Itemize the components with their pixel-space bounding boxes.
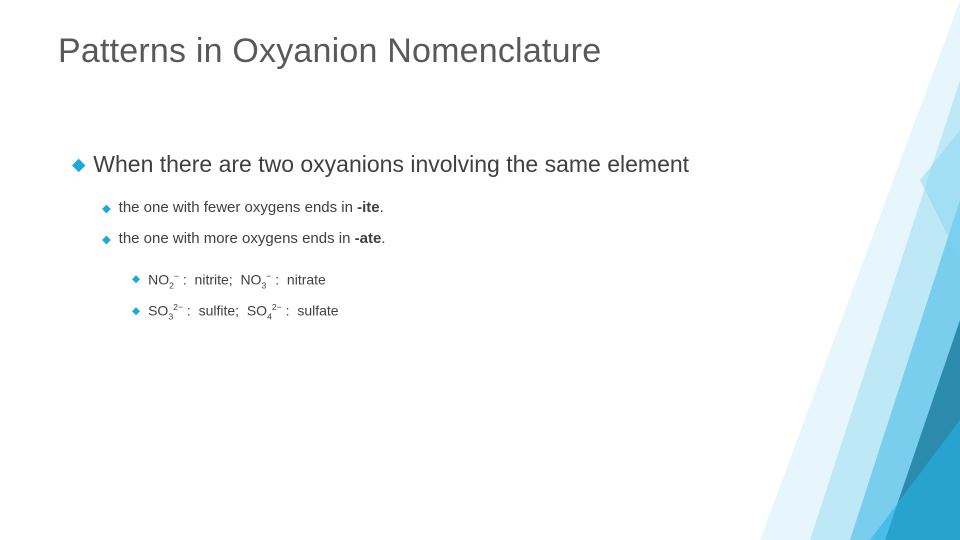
bullet-l2a-text: the one with fewer oxygens ends in -ite.	[119, 199, 840, 216]
bullet-level2: ◆ the one with fewer oxygens ends in -it…	[102, 199, 840, 216]
bullet-level1: ◆ When there are two oxyanions involving…	[72, 150, 840, 179]
l2a-pre: the one with fewer oxygens ends in	[119, 199, 357, 216]
bullet-l3a-text: NO2− : nitrite; NO3− : nitrate	[148, 271, 840, 290]
slide: Patterns in Oxyanion Nomenclature ◆ When…	[0, 0, 960, 540]
slide-title: Patterns in Oxyanion Nomenclature	[58, 32, 601, 71]
diamond-icon: ◆	[132, 305, 140, 317]
bullet-level3: ◆ NO2− : nitrite; NO3− : nitrate	[132, 271, 840, 290]
diamond-icon: ◆	[72, 154, 85, 176]
diamond-icon: ◆	[132, 273, 140, 285]
bullet-l1-text: When there are two oxyanions involving t…	[93, 150, 840, 179]
diamond-icon: ◆	[102, 233, 111, 246]
l2b-bold: -ate	[355, 230, 382, 247]
diamond-icon: ◆	[102, 202, 111, 215]
l2a-bold: -ite	[357, 199, 380, 216]
l2b-post: .	[381, 230, 385, 247]
content-area: ◆ When there are two oxyanions involving…	[72, 150, 840, 334]
l2a-post: .	[380, 199, 384, 216]
bullet-l3b-text: SO32− : sulfite; SO42− : sulfate	[148, 302, 840, 321]
bullet-level3: ◆ SO32− : sulfite; SO42− : sulfate	[132, 302, 840, 321]
bullet-l2b-text: the one with more oxygens ends in -ate.	[119, 230, 840, 247]
bullet-level2: ◆ the one with more oxygens ends in -ate…	[102, 230, 840, 247]
l2b-pre: the one with more oxygens ends in	[119, 230, 355, 247]
